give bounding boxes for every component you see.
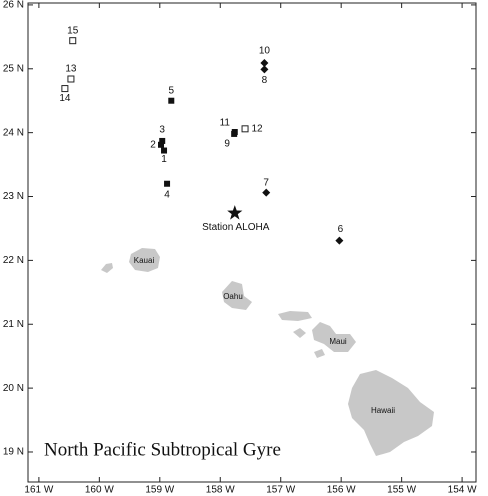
island-label: Oahu (223, 292, 243, 301)
y-tick-label: 24 N (3, 127, 24, 138)
station-label: 8 (262, 75, 268, 86)
station-label: 4 (164, 189, 170, 200)
y-tick-label: 23 N (3, 191, 24, 202)
island-kauai (129, 248, 160, 272)
station-label: 10 (259, 46, 271, 57)
station-label: Station ALOHA (202, 222, 270, 233)
station-label: 3 (159, 125, 165, 136)
station-label: 14 (59, 93, 71, 104)
station-label: 9 (224, 139, 230, 150)
x-tick-label: 154 W (448, 485, 477, 496)
station-label: 12 (251, 123, 263, 134)
station-label: 2 (150, 139, 156, 150)
station-label: 13 (65, 64, 77, 75)
y-tick-label: 26 N (3, 0, 24, 11)
station-marker (164, 180, 171, 187)
station-marker (335, 236, 344, 245)
station-marker (67, 75, 75, 83)
station-label: 15 (67, 25, 79, 36)
island-maui (312, 322, 356, 352)
x-tick-label: 155 W (387, 485, 416, 496)
station-marker (61, 85, 69, 93)
island-oahu (222, 281, 252, 310)
station-marker (241, 125, 249, 133)
station-marker (69, 37, 77, 45)
y-tick-label: 25 N (3, 63, 24, 74)
station-label: 7 (263, 177, 269, 188)
y-tick-label: 20 N (3, 383, 24, 394)
station-marker (168, 97, 175, 104)
station-label: 5 (169, 85, 175, 96)
station-label: 6 (338, 224, 344, 235)
x-tick-label: 157 W (266, 485, 295, 496)
islands (101, 248, 434, 456)
island-molokai (278, 311, 312, 321)
y-tick-label: 22 N (3, 255, 24, 266)
x-tick-label: 159 W (145, 485, 174, 496)
island-niihau (101, 263, 113, 273)
map-title: North Pacific Subtropical Gyre (44, 439, 281, 460)
island-label: Maui (329, 337, 347, 346)
x-tick-label: 156 W (327, 485, 356, 496)
frame (27, 2, 477, 483)
y-tick-label: 21 N (3, 319, 24, 330)
island-label: Hawaii (371, 406, 395, 415)
station-marker (260, 59, 269, 68)
station-marker (159, 137, 166, 144)
x-tick-label: 161 W (24, 485, 53, 496)
island-kahoolawe (314, 349, 325, 358)
island-lanai (293, 328, 306, 338)
x-tick-label: 158 W (206, 485, 235, 496)
station-label: 1 (161, 154, 167, 165)
station-marker (227, 205, 243, 220)
station-marker (260, 65, 269, 74)
station-marker (158, 141, 165, 148)
x-tick-label: 160 W (85, 485, 114, 496)
y-tick-label: 19 N (3, 447, 24, 458)
station-marker (231, 130, 238, 137)
station-marker (262, 188, 271, 197)
station-label: 11 (220, 118, 231, 129)
island-label: Kauai (134, 256, 155, 265)
island-hawaii (348, 370, 434, 456)
station-marker (161, 147, 168, 154)
